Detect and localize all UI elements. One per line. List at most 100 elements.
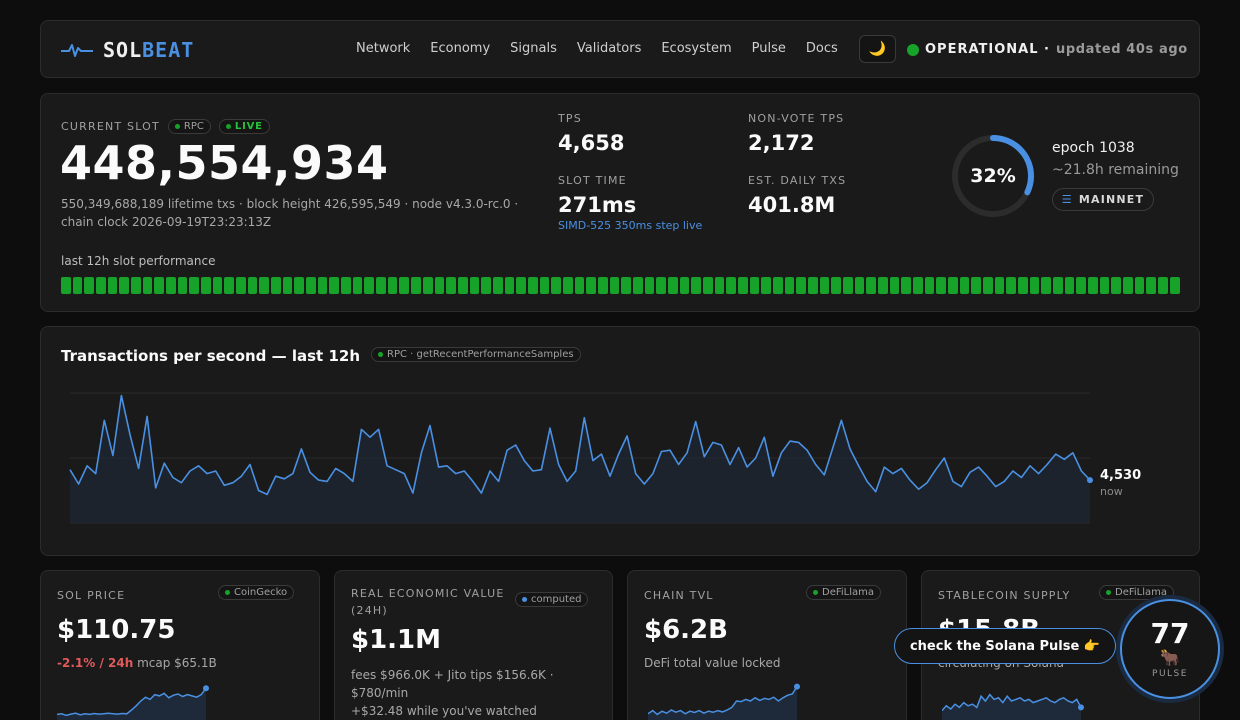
perf-bar: [772, 277, 783, 294]
live-pill-text: LIVE: [234, 121, 263, 132]
nav-ecosystem[interactable]: Ecosystem: [661, 41, 732, 56]
perf-bar: [936, 277, 947, 294]
chain-tvl-sparkline: [648, 683, 800, 720]
perf-bar: [492, 277, 503, 294]
perf-bar: [691, 277, 701, 294]
perf-bar: [446, 277, 456, 294]
perf-bar: [621, 277, 631, 294]
nav-signals[interactable]: Signals: [510, 41, 557, 56]
perf-bar: [808, 277, 818, 294]
economic-value-details-line2: $780/min: [351, 686, 409, 700]
moon-icon: 🌙: [868, 41, 887, 57]
perf-bar: [376, 277, 386, 294]
logo[interactable]: SOLBEAT: [61, 38, 194, 62]
logo-sol-text: SOL: [103, 38, 143, 62]
economic-value-amount: $1.1M: [351, 625, 442, 655]
perf-bar: [259, 277, 270, 294]
perf-bar: [481, 277, 491, 294]
perf-bar: [609, 277, 620, 294]
perf-bar: [539, 277, 550, 294]
top-header: SOLBEAT Network Economy Signals Validato…: [40, 20, 1200, 78]
perf-bar: [247, 277, 258, 294]
tps-now-label: now: [1100, 485, 1123, 498]
coingecko-pill: CoinGecko: [218, 585, 295, 600]
main-nav: Network Economy Signals Validators Ecosy…: [356, 41, 838, 56]
perf-bar: [913, 277, 923, 294]
perf-bar: [422, 277, 433, 294]
blue-dot-icon: [522, 597, 527, 602]
perf-bar: [562, 277, 573, 294]
pulse-score: 77: [1150, 617, 1190, 650]
perf-bar: [189, 277, 200, 294]
perf-bar: [131, 277, 141, 294]
sparkline-area: [57, 688, 206, 720]
perf-bar: [1029, 277, 1040, 294]
nav-docs[interactable]: Docs: [805, 41, 838, 56]
nav-pulse[interactable]: Pulse: [751, 41, 786, 56]
perf-bar: [317, 277, 328, 294]
updated-text: updated 40s ago: [1055, 42, 1188, 57]
pulse-score-badge[interactable]: 77 🐂 PULSE: [1120, 599, 1220, 699]
perf-bar: [457, 277, 468, 294]
sparkline-end-point: [203, 685, 209, 692]
perf-bar: [714, 277, 725, 294]
perf-bar: [1123, 277, 1133, 294]
perf-bar: [1076, 277, 1087, 294]
live-pill: LIVE: [218, 119, 270, 134]
green-dot-icon: [174, 124, 180, 129]
perf-bar: [667, 277, 678, 294]
simd-note-link[interactable]: SIMD-525 350ms step live: [558, 219, 703, 232]
rpc-pill-text: RPC: [183, 121, 204, 132]
perf-bar: [119, 277, 130, 294]
tps-now-point: [1087, 477, 1093, 484]
perf-bar: [831, 277, 842, 294]
coingecko-pill-text: CoinGecko: [234, 587, 288, 598]
defillama-pill-2-text: DeFiLlama: [1115, 587, 1168, 598]
solana-pulse-cta-button[interactable]: check the Solana Pulse 👉: [894, 628, 1116, 664]
economic-value-details-line3: +$32.48 while you've watched: [351, 704, 537, 718]
perf-bar: [761, 277, 771, 294]
nav-network[interactable]: Network: [356, 41, 411, 56]
perf-bar: [854, 277, 865, 294]
perf-bar: [551, 277, 561, 294]
sparkline-area: [648, 686, 797, 720]
economic-value-label: REAL ECONOMIC VALUE (24H): [351, 585, 505, 619]
perf-bar: [749, 277, 760, 294]
slot-details-line1: 550,349,688,189 lifetime txs · block hei…: [61, 197, 519, 211]
theme-toggle-button[interactable]: 🌙: [859, 35, 896, 63]
perf-bar: [294, 277, 305, 294]
perf-bar: [306, 277, 316, 294]
perf-bar: [1018, 277, 1028, 294]
sol-price-value: $110.75: [57, 615, 176, 645]
perf-bar: [201, 277, 211, 294]
slot-time-stat: SLOT TIME 271ms SIMD-525 350ms step live: [558, 174, 702, 232]
epoch-progress-ring: 32%: [952, 135, 1034, 217]
perf-bar: [271, 277, 281, 294]
green-dot-icon: [813, 590, 818, 595]
chain-tvl-card: CHAIN TVL DeFiLlama $6.2B DeFi total val…: [627, 570, 907, 720]
economic-value-details-line1: fees $966.0K + Jito tips $156.6K ·: [351, 668, 554, 682]
perf-bar: [959, 277, 970, 294]
nav-economy[interactable]: Economy: [430, 41, 491, 56]
epoch-progress-arc: [952, 135, 1034, 217]
perf-bar: [154, 277, 165, 294]
perf-bar: [819, 277, 830, 294]
sol-price-label: SOL PRICE: [57, 589, 126, 602]
network-badge[interactable]: ☰ MAINNET: [1052, 188, 1154, 211]
perf-bar: [1111, 277, 1122, 294]
perf-bar: [1158, 277, 1168, 294]
perf-bar: [737, 277, 748, 294]
slot-details-line2: chain clock 2026-09-19T23:23:13Z: [61, 215, 272, 229]
sol-mcap: mcap $65.1B: [137, 656, 217, 670]
network-status: OPERATIONAL · updated 40s ago: [907, 42, 1188, 57]
perf-bar: [1006, 277, 1017, 294]
epoch-progress-text: 32%: [970, 165, 1015, 187]
menu-icon: ☰: [1061, 193, 1073, 206]
defillama-pill: DeFiLlama: [806, 585, 882, 600]
nav-validators[interactable]: Validators: [576, 41, 642, 56]
perf-bar: [504, 277, 515, 294]
perf-bar: [224, 277, 235, 294]
perf-bar: [866, 277, 877, 294]
pulse-wave-icon: [61, 44, 93, 57]
perf-bar: [364, 277, 375, 294]
